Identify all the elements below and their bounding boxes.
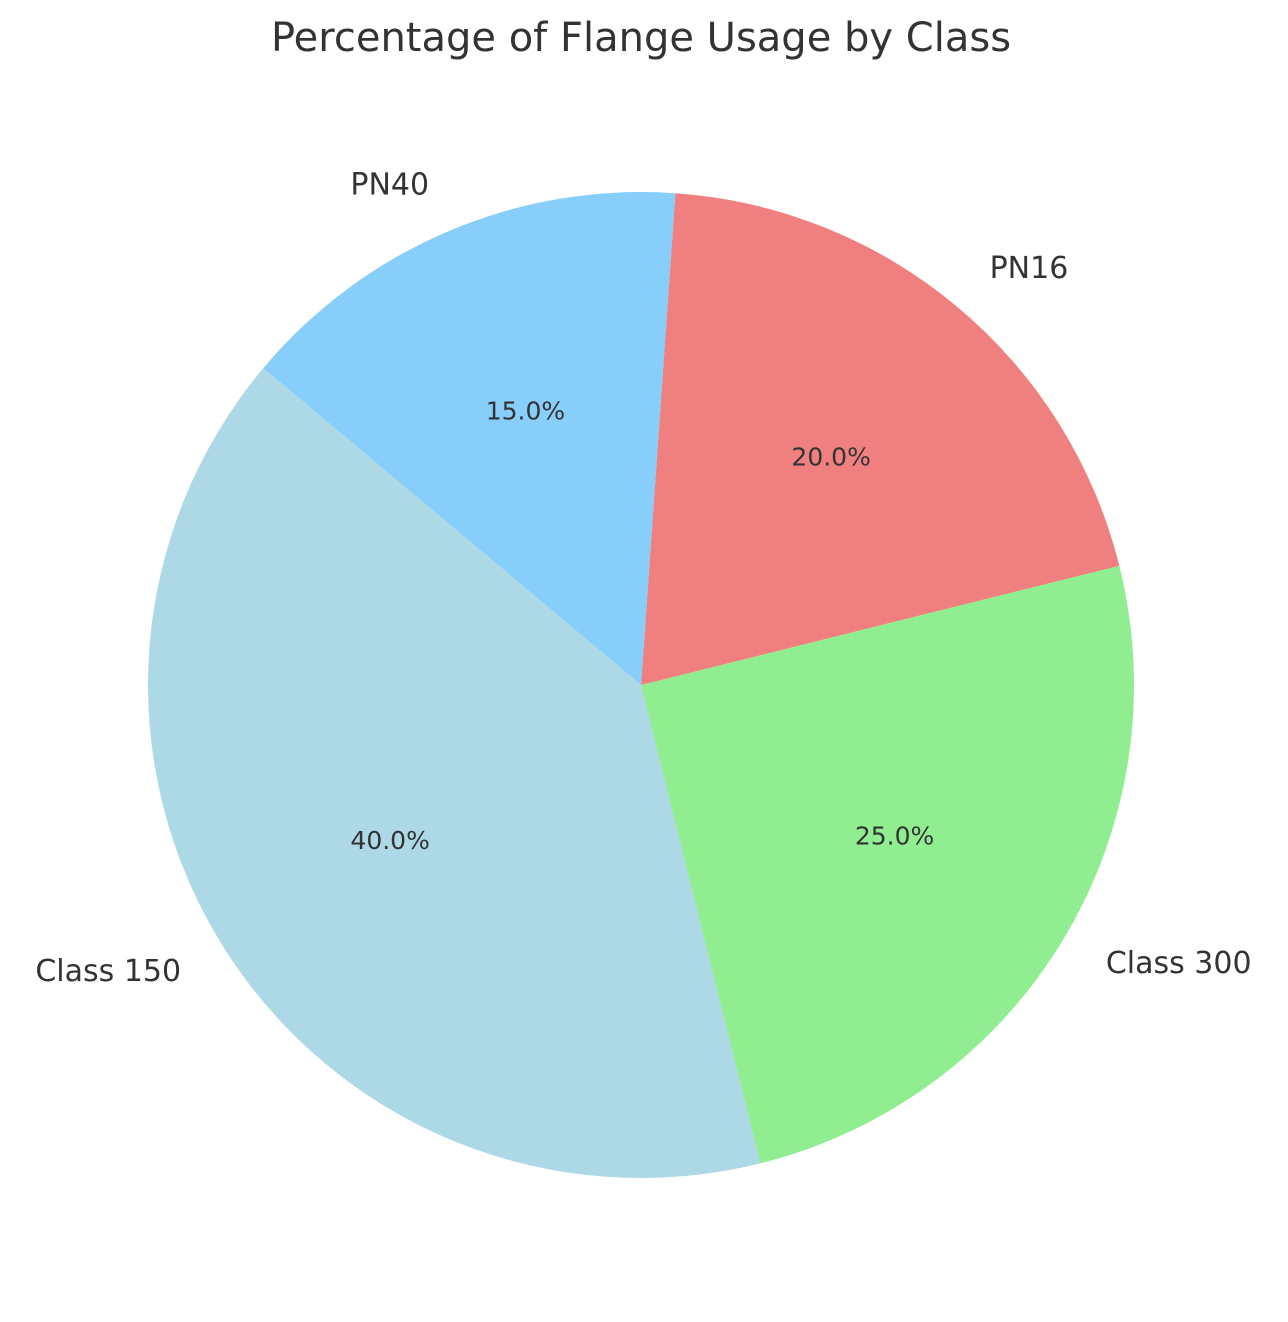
- value-label: 40.0%: [350, 826, 429, 855]
- value-label: 20.0%: [791, 442, 870, 471]
- slice-label: Class 300: [1106, 946, 1252, 981]
- pie-slice: [263, 192, 676, 685]
- pie-slice: [641, 565, 1134, 1164]
- pie-slice: [641, 193, 1120, 685]
- chart-title: Percentage of Flange Usage by Class: [271, 15, 1011, 61]
- value-label: 15.0%: [486, 397, 565, 426]
- slice-label: PN40: [350, 167, 429, 202]
- slice-label: PN16: [990, 251, 1069, 286]
- value-label: 25.0%: [855, 821, 934, 850]
- slice-label: Class 150: [35, 954, 181, 989]
- pie-slice: [148, 368, 761, 1179]
